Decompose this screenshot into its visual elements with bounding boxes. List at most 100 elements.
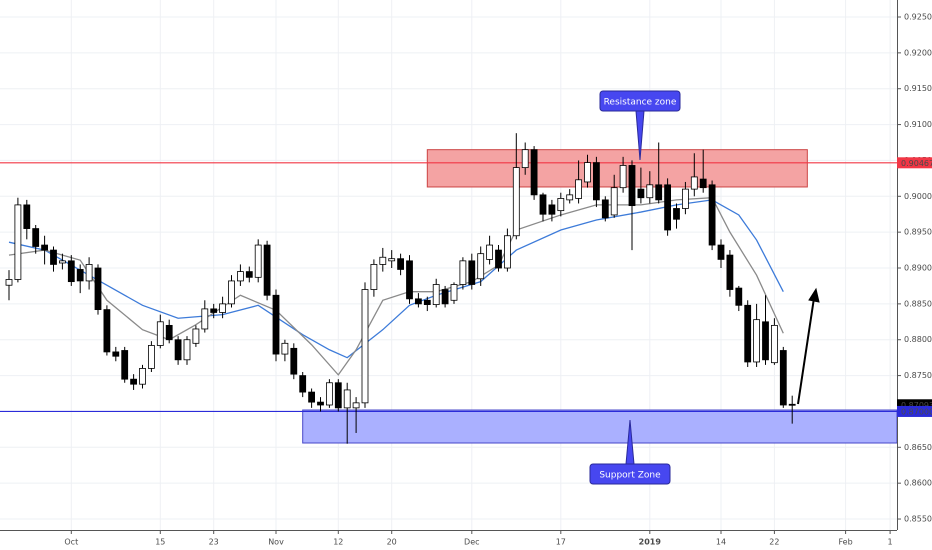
price-label-box (897, 399, 932, 411)
candle-body (361, 289, 369, 404)
x-tick-label: 20 (387, 538, 397, 547)
candle-body (779, 350, 787, 406)
x-tick-label: Feb (839, 538, 853, 547)
x-tick-label: 17 (556, 538, 566, 547)
price-label: 0.90467 (901, 159, 932, 168)
candle-body (317, 401, 324, 406)
x-tick-label: Dec (464, 538, 479, 547)
price-label-box (897, 157, 932, 169)
candle-body (379, 256, 387, 265)
candle-body (512, 167, 520, 237)
candle-body (584, 162, 591, 183)
candle-body (67, 260, 75, 283)
candle-body (325, 382, 333, 406)
candle-body (397, 258, 405, 270)
candle-body (708, 184, 716, 246)
candle-body (753, 319, 760, 363)
candle-body (5, 279, 13, 286)
candle-body (548, 204, 556, 215)
candle-body (521, 149, 529, 169)
candle-body (94, 267, 102, 311)
candle-body (121, 350, 129, 380)
callout-box (599, 90, 681, 112)
candle-body (23, 204, 31, 229)
arrow-head (808, 287, 820, 303)
x-tick-label: 12 (333, 538, 343, 547)
candle-body (59, 260, 66, 264)
arrow (797, 297, 815, 405)
candle-body (593, 162, 600, 201)
candle-body (726, 254, 734, 290)
candle-body (610, 187, 618, 216)
x-tick-label: 22 (769, 538, 779, 547)
candle-body (423, 299, 431, 305)
x-tick-label: 23 (209, 538, 219, 547)
candle-body (619, 165, 627, 189)
candle-body (299, 375, 307, 393)
callouts: Resistance zone Support Zone (589, 90, 681, 485)
candle-body (673, 208, 680, 220)
candle-body (174, 339, 182, 361)
candle-body (486, 244, 494, 260)
callout-box (589, 463, 671, 485)
candle-body (664, 184, 671, 231)
price-label-box (897, 405, 932, 417)
candle-body (788, 403, 796, 406)
candle-body (236, 271, 244, 282)
candle-body (744, 304, 752, 363)
candle-body (281, 342, 289, 355)
x-tick-label: Oct (64, 538, 78, 547)
candle-body (655, 184, 663, 201)
candle-body (334, 382, 342, 409)
candle-body (370, 264, 378, 290)
candle-body (530, 149, 538, 196)
y-tick-label: 0.92500 (904, 12, 932, 21)
x-tick-label: 1 (888, 538, 893, 547)
candle-body (495, 249, 502, 269)
candle-body (290, 347, 298, 375)
candle-body (183, 339, 191, 361)
candle-body (228, 280, 235, 305)
candle-body (41, 244, 48, 251)
candle-body (272, 294, 280, 355)
candle-body (139, 368, 146, 385)
candle-body (245, 271, 253, 278)
candle-body (432, 284, 440, 305)
zone-label: Support Zone (599, 471, 661, 481)
candle-body (468, 260, 476, 285)
candle-body (308, 391, 316, 403)
candle-body (192, 328, 200, 344)
candle-body (130, 378, 138, 385)
price-label: 0.87000 (901, 407, 932, 416)
zone (426, 149, 808, 188)
candle-body (50, 249, 57, 265)
zone-label: Resistance zone (604, 98, 677, 108)
x-tick-label: Nov (268, 538, 284, 547)
candle-body (14, 204, 22, 280)
candle-body (762, 321, 769, 361)
candle-body (477, 253, 485, 280)
x-tick-label: 15 (155, 538, 165, 547)
zone (302, 409, 898, 444)
candle-body (156, 321, 164, 346)
x-tick-label: 2019 (639, 538, 662, 547)
candle-body (112, 351, 120, 357)
candle-body (771, 324, 778, 364)
candle-body (343, 389, 351, 409)
candle-body (263, 244, 271, 296)
candle-body (735, 287, 743, 306)
candle-body (459, 260, 467, 285)
candle-body (637, 188, 645, 199)
candle-body (352, 402, 360, 409)
candle-body (406, 260, 413, 300)
candle-body (450, 284, 458, 301)
price-label: 0.87093 (901, 401, 932, 410)
candle-body (414, 298, 422, 305)
